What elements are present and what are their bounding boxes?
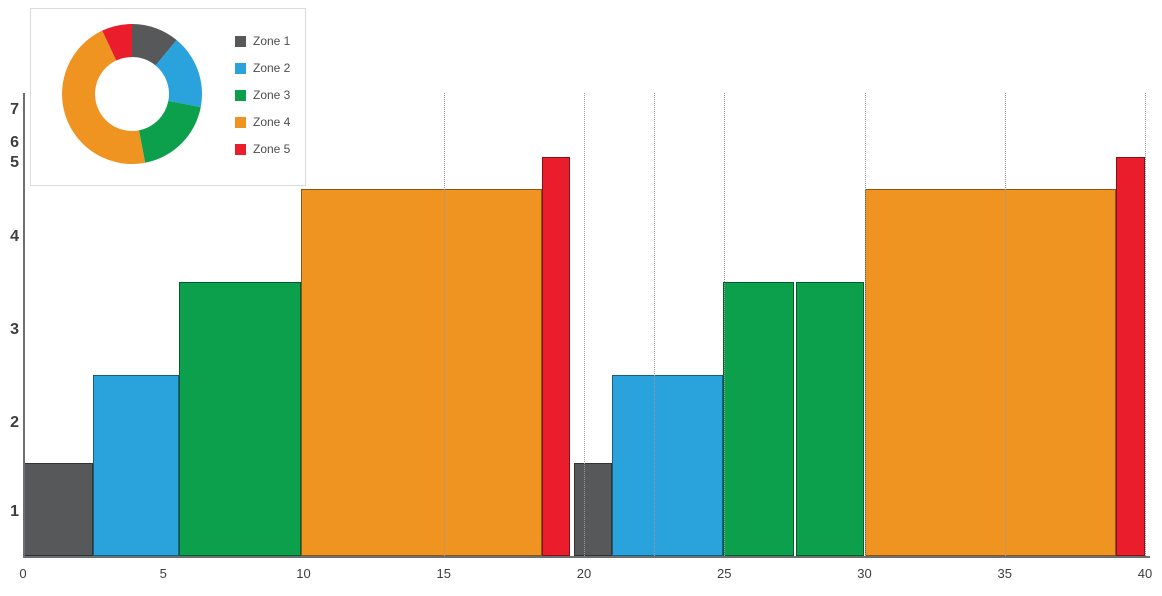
bar-zone-3 — [178, 281, 301, 556]
x-axis-line — [23, 556, 1150, 558]
x-axis-tick-label: 25 — [717, 566, 732, 581]
gridline-x-40 — [1145, 93, 1146, 556]
legend-label: Zone 1 — [253, 34, 291, 48]
y-axis-tick-label: 3 — [10, 321, 19, 339]
bar-zone-5 — [1115, 156, 1145, 556]
legend-swatch-zone-1 — [235, 36, 246, 47]
x-axis-tick-label: 15 — [436, 566, 451, 581]
bar-zone-1 — [23, 462, 94, 556]
x-axis-tick-label: 30 — [857, 566, 872, 581]
donut-slice-zone-5 — [102, 24, 132, 61]
x-axis-tick-label: 10 — [296, 566, 311, 581]
gridline-x-30 — [864, 93, 866, 556]
zone-distribution-card: Zone 1 Zone 2 Zone 3 Zone 4 Zone 5 — [30, 8, 306, 186]
legend-label: Zone 2 — [253, 61, 291, 75]
y-axis-tick-label: 6 — [10, 134, 19, 151]
y-axis-tick-label: 4 — [10, 227, 19, 245]
y-axis-line — [23, 93, 25, 558]
legend-item-zone-2: Zone 2 — [235, 62, 290, 75]
x-axis-tick-label: 35 — [997, 566, 1012, 581]
bar-zone-5 — [541, 156, 570, 556]
donut-slice-zone-4 — [61, 30, 146, 165]
legend-label: Zone 3 — [253, 88, 291, 102]
legend-swatch-zone-3 — [235, 90, 246, 101]
bar-zone-2 — [93, 374, 179, 556]
donut-legend: Zone 1 Zone 2 Zone 3 Zone 4 Zone 5 — [235, 35, 290, 156]
y-axis-tick-label: 2 — [10, 414, 19, 432]
legend-label: Zone 5 — [253, 142, 291, 156]
y-axis-tick-label: 1 — [10, 503, 19, 520]
legend-swatch-zone-4 — [235, 117, 246, 128]
legend-item-zone-5: Zone 5 — [235, 143, 290, 156]
legend-label: Zone 4 — [253, 115, 291, 129]
bar-zone-3 — [722, 281, 795, 556]
donut-slice-zone-2 — [155, 40, 203, 108]
gridline-x-20 — [584, 93, 585, 556]
gridline-x-22.5 — [654, 93, 656, 556]
gridline-x-15 — [443, 93, 445, 556]
x-axis-tick-label: 40 — [1137, 566, 1153, 581]
x-axis-tick-label: 20 — [576, 566, 592, 581]
bar-zone-1 — [574, 462, 613, 556]
legend-item-zone-3: Zone 3 — [235, 89, 290, 102]
legend-swatch-zone-5 — [235, 144, 246, 155]
gridline-x-35 — [1004, 93, 1006, 556]
donut-chart — [61, 24, 203, 165]
y-axis-tick-label: 5 — [10, 153, 19, 171]
donut-slice-zone-1 — [132, 24, 177, 66]
gridline-x-25 — [724, 93, 726, 556]
legend-swatch-zone-2 — [235, 63, 246, 74]
bar-zone-4 — [300, 188, 542, 556]
donut-slice-zone-3 — [138, 100, 201, 163]
x-axis-tick-label: 0 — [19, 566, 27, 581]
legend-item-zone-4: Zone 4 — [235, 116, 290, 129]
y-axis-tick-label: 7 — [10, 101, 19, 119]
bar-zone-4 — [864, 188, 1116, 556]
bar-zone-3 — [795, 281, 865, 556]
x-axis-tick-label: 5 — [159, 566, 167, 581]
legend-item-zone-1: Zone 1 — [235, 35, 290, 48]
bar-zone-2 — [612, 374, 723, 556]
